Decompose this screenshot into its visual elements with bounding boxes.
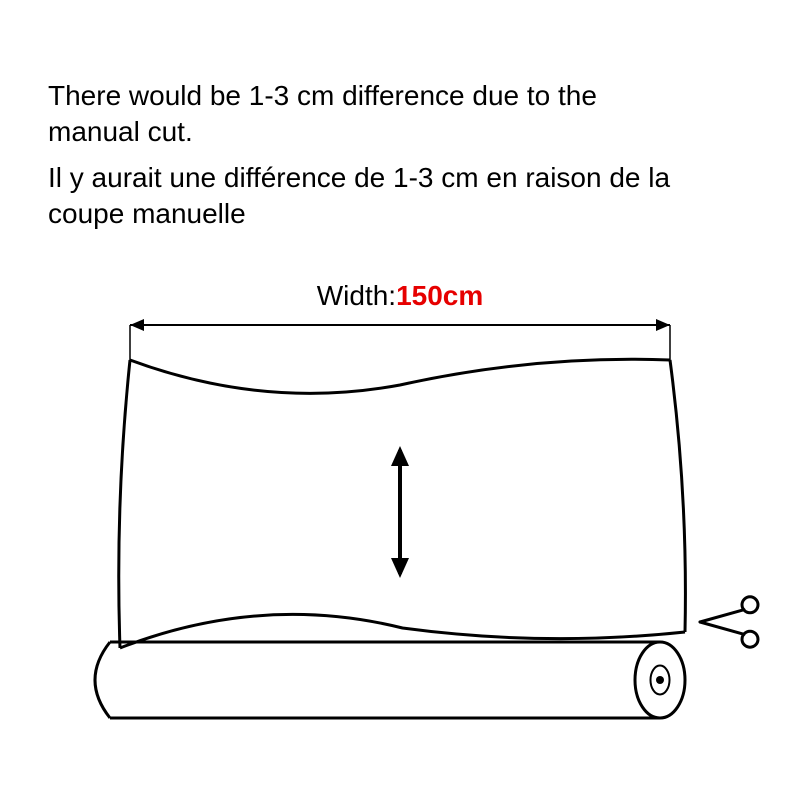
fabric-roll-diagram [0, 0, 800, 800]
fabric-diagram-container: There would be 1-3 cm difference due to … [0, 0, 800, 800]
